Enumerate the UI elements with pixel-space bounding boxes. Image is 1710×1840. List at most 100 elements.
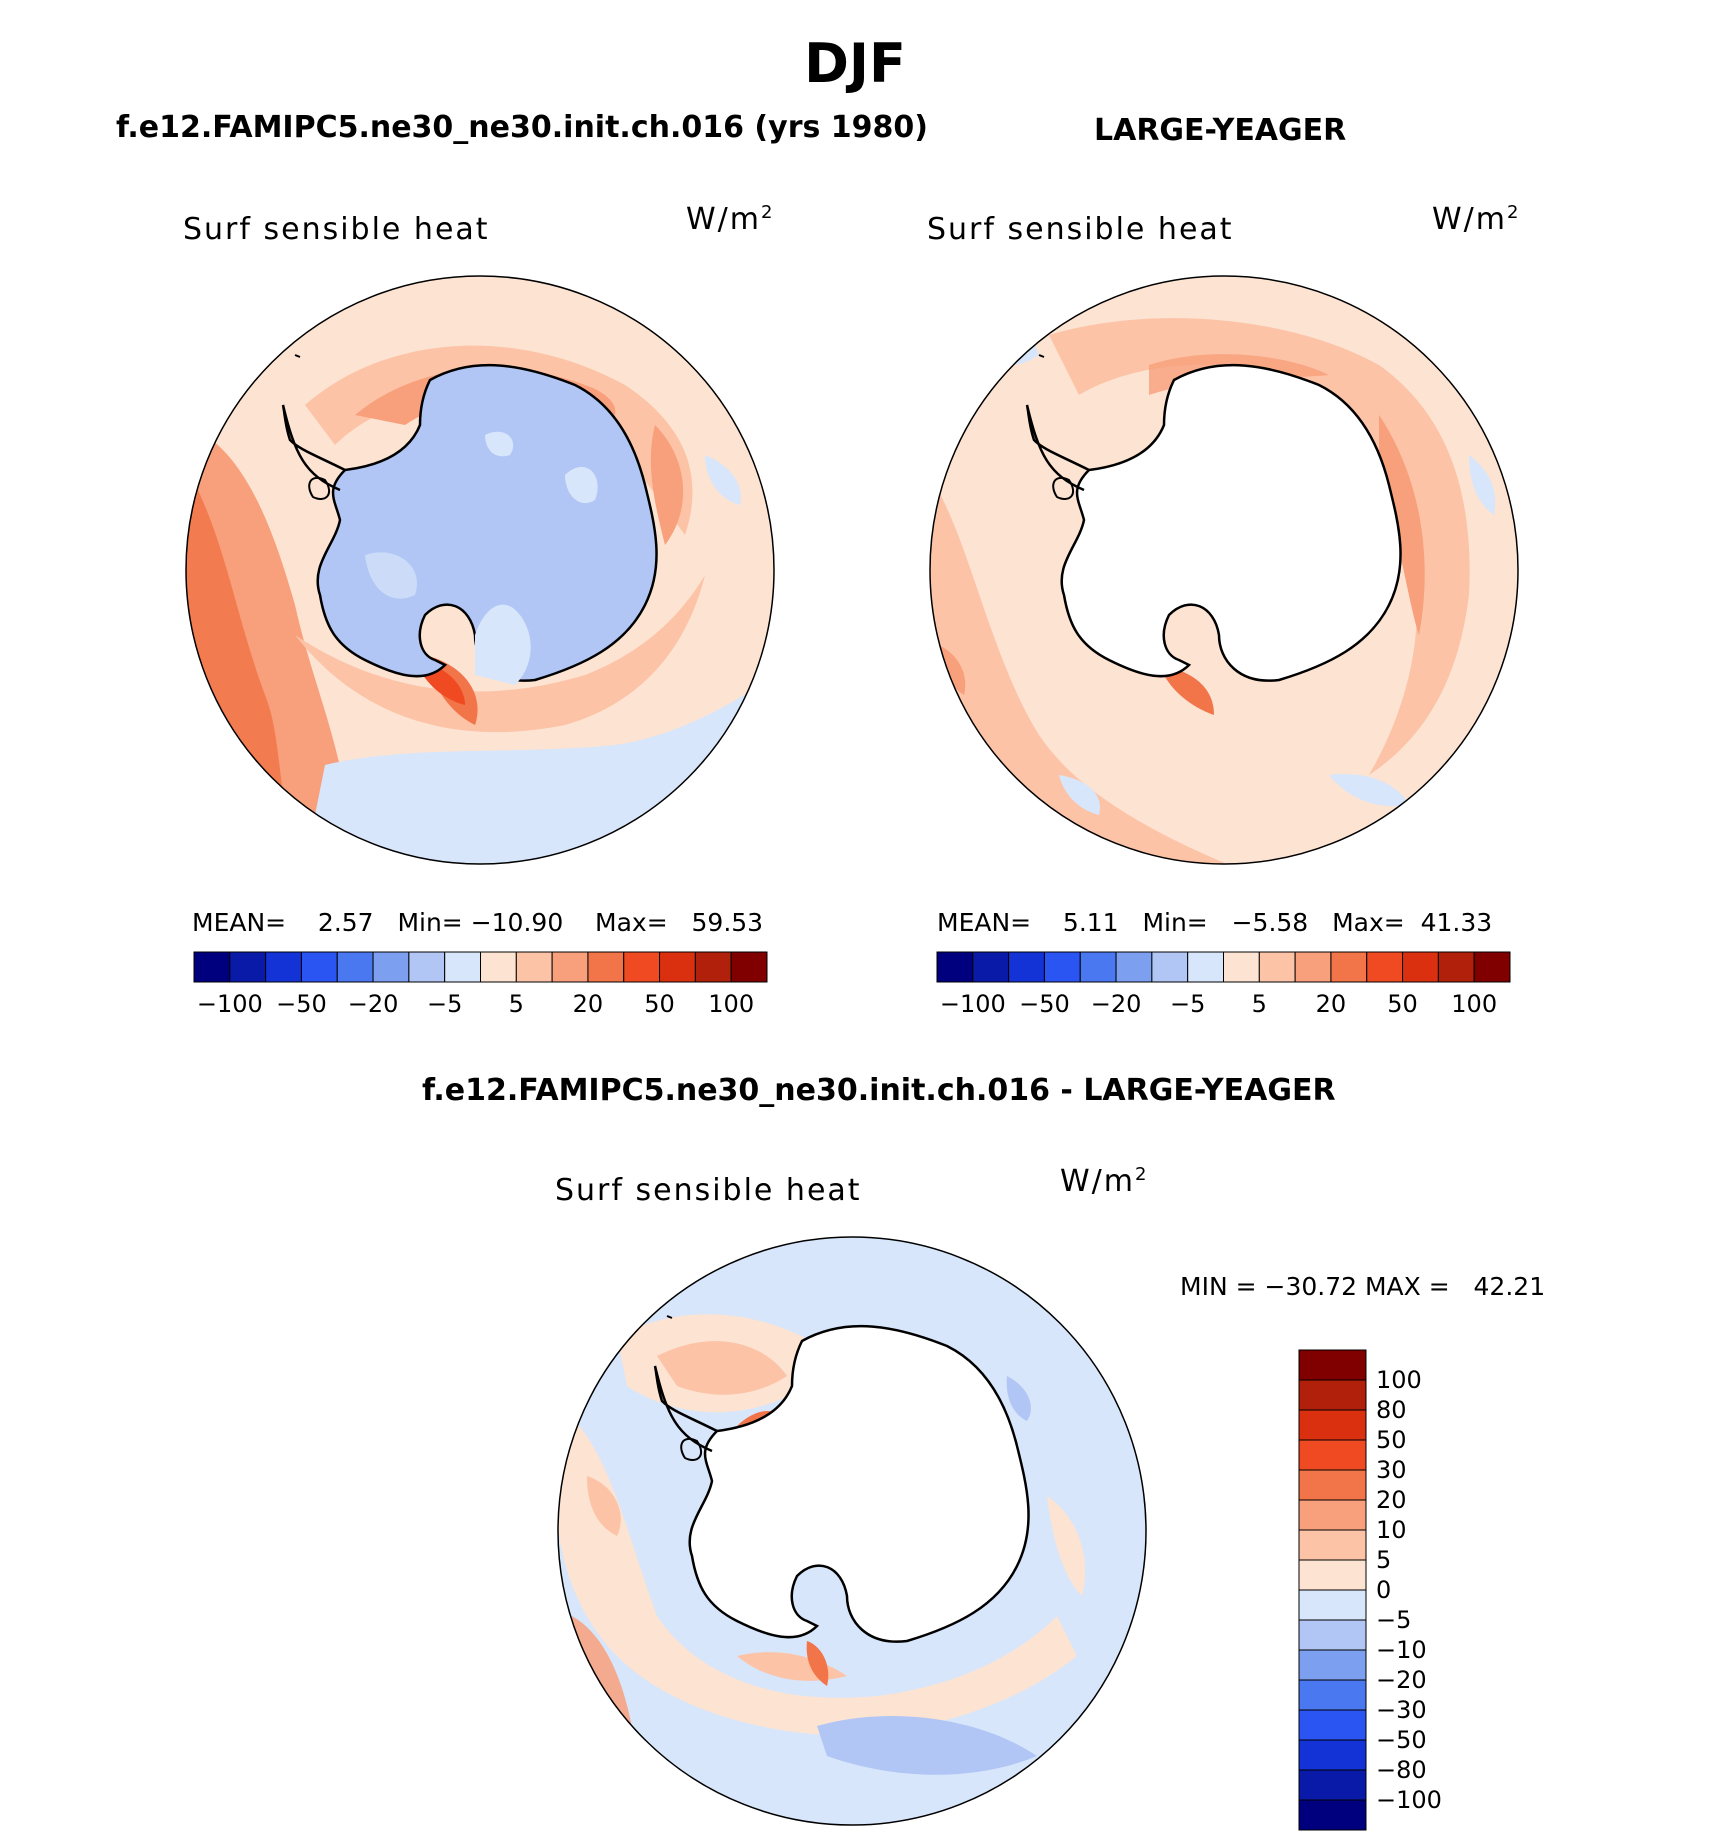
colorbar-obs-swatch xyxy=(1151,951,1189,983)
colorbar-obs-tick-label: −100 xyxy=(939,990,1006,1018)
colorbar-model-swatch xyxy=(444,951,481,983)
stats-obs: MEAN= 5.11 Min= −5.58 Max= 41.33 xyxy=(937,908,1493,937)
colorbar-diff-swatch xyxy=(1298,1769,1367,1801)
peninsula xyxy=(281,404,346,492)
colorbar-model-swatch xyxy=(408,951,446,983)
colorbar-diff xyxy=(1298,1349,1367,1831)
colorbar-diff-swatch xyxy=(1298,1469,1367,1501)
panel-title-obs: LARGE-YEAGER xyxy=(1094,113,1347,148)
colorbar-model-swatch xyxy=(300,951,338,983)
colorbar-obs-swatch xyxy=(1008,951,1045,983)
map-model xyxy=(185,275,775,865)
colorbar-model-tick-label: 5 xyxy=(508,990,524,1018)
map-obs xyxy=(929,275,1519,865)
variable-label-model: Surf sensible heat xyxy=(183,212,490,247)
colorbar-model-swatch xyxy=(730,951,768,983)
colorbar-diff-swatch xyxy=(1298,1499,1367,1531)
field-band xyxy=(877,1734,977,1761)
colorbar-diff-swatch xyxy=(1298,1409,1367,1441)
colorbar-obs xyxy=(936,951,1511,983)
colorbar-obs-swatch xyxy=(1437,951,1475,983)
variable-label-obs: Surf sensible heat xyxy=(927,212,1234,247)
colorbar-obs-swatch xyxy=(1043,951,1081,983)
colorbar-diff-swatch xyxy=(1298,1619,1367,1651)
colorbar-diff-swatch xyxy=(1298,1679,1367,1711)
colorbar-model-swatch xyxy=(372,951,410,983)
colorbar-model-tick-label: −20 xyxy=(347,990,399,1018)
colorbar-diff-swatch xyxy=(1298,1799,1367,1831)
colorbar-diff-tick-label: −5 xyxy=(1376,1606,1412,1634)
panel-title-model: f.e12.FAMIPC5.ne30_ne30.init.ch.016 (yrs… xyxy=(116,110,928,145)
field-band xyxy=(1059,775,1100,815)
field-band xyxy=(657,1341,787,1395)
colorbar-diff-swatch xyxy=(1298,1739,1367,1771)
colorbar-model-tick-label: 100 xyxy=(708,990,755,1018)
colorbar-obs-swatch xyxy=(1330,951,1368,983)
colorbar-diff-tick-label: 30 xyxy=(1376,1456,1407,1484)
colorbar-model xyxy=(193,951,768,983)
colorbar-obs-swatch xyxy=(1223,951,1260,983)
field-band xyxy=(650,425,684,545)
colorbar-model-swatch xyxy=(480,951,517,983)
field-band xyxy=(969,324,1039,366)
colorbar-model-tick-label: 20 xyxy=(572,990,604,1018)
colorbar-diff-tick-label: 10 xyxy=(1376,1516,1407,1544)
colorbar-diff-tick-label: 5 xyxy=(1376,1546,1392,1574)
colorbar-obs-tick-label: 5 xyxy=(1251,990,1267,1018)
peninsula xyxy=(1052,477,1075,500)
peninsula xyxy=(653,1365,718,1453)
colorbar-model-swatch xyxy=(229,951,267,983)
colorbar-diff-tick-label: 100 xyxy=(1376,1366,1422,1394)
colorbar-model-swatch xyxy=(265,951,302,983)
colorbar-ticks-obs: −100 −50 −20 −5 5 20 50 100 xyxy=(937,990,1510,1020)
field-band xyxy=(806,1641,829,1686)
field-band xyxy=(385,802,545,843)
colorbar-obs-tick-label: −20 xyxy=(1090,990,1142,1018)
colorbar-diff-tick-label: 80 xyxy=(1376,1396,1407,1424)
antarctica-land xyxy=(316,364,658,682)
peninsula xyxy=(308,477,331,500)
field-band xyxy=(939,645,966,695)
colorbar-obs-tick-label: −50 xyxy=(1019,990,1070,1018)
antarctica-land xyxy=(688,1325,1030,1643)
colorbar-diff-tick-label: −10 xyxy=(1376,1636,1427,1664)
colorbar-model-swatch xyxy=(193,951,231,983)
colorbar-diff-swatch xyxy=(1298,1379,1367,1411)
colorbar-model-tick-label: −100 xyxy=(196,990,263,1018)
land-contour xyxy=(475,604,531,685)
colorbar-diff-swatch xyxy=(1298,1709,1367,1741)
antarctica-land xyxy=(1060,364,1402,682)
field-band xyxy=(1047,1496,1086,1596)
colorbar-obs-swatch xyxy=(1187,951,1224,983)
field-band xyxy=(1379,415,1425,635)
field-band xyxy=(1329,774,1409,807)
colorbar-diff-tick-label: −80 xyxy=(1376,1756,1427,1784)
colorbar-obs-swatch xyxy=(936,951,974,983)
field-band xyxy=(587,1476,621,1536)
colorbar-model-swatch xyxy=(694,951,732,983)
colorbar-diff-swatch xyxy=(1298,1529,1367,1561)
unit-label-obs: W/m2 xyxy=(1432,202,1521,237)
variable-label-diff: Surf sensible heat xyxy=(555,1173,862,1208)
colorbar-obs-swatch xyxy=(972,951,1010,983)
land-contour xyxy=(565,466,598,504)
colorbar-diff-tick-label: 20 xyxy=(1376,1486,1407,1514)
colorbar-diff-swatch xyxy=(1298,1439,1367,1471)
colorbar-obs-swatch xyxy=(1366,951,1404,983)
colorbar-diff-tick-label: −100 xyxy=(1376,1786,1442,1814)
colorbar-diff-tick-label: −30 xyxy=(1376,1696,1427,1724)
colorbar-diff-swatch xyxy=(1298,1349,1367,1381)
field-band xyxy=(1469,455,1496,515)
colorbar-obs-swatch xyxy=(1079,951,1117,983)
colorbar-model-tick-label: 50 xyxy=(644,990,675,1018)
unit-label-model: W/m2 xyxy=(686,202,775,237)
colorbar-obs-swatch xyxy=(1258,951,1296,983)
colorbar-model-tick-label: −5 xyxy=(426,990,463,1018)
panel-title-diff: f.e12.FAMIPC5.ne30_ne30.init.ch.016 - LA… xyxy=(422,1073,1336,1108)
colorbar-obs-tick-label: 50 xyxy=(1387,990,1418,1018)
colorbar-model-swatch xyxy=(659,951,696,983)
colorbar-model-tick-label: −50 xyxy=(276,990,327,1018)
colorbar-diff-tick-label: −50 xyxy=(1376,1726,1427,1754)
colorbar-obs-swatch xyxy=(1402,951,1439,983)
colorbar-model-swatch xyxy=(551,951,589,983)
